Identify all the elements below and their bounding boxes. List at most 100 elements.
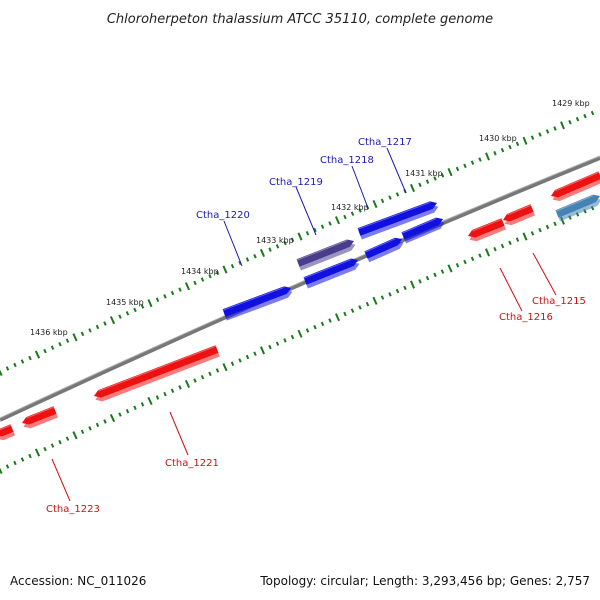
inner-tick-28	[208, 371, 212, 377]
inner-tick-63	[470, 256, 475, 262]
gene-reverse-left[interactable]	[0, 424, 16, 442]
gene-label-ctha-1221[interactable]: Ctha_1221	[165, 458, 219, 469]
outer-tick-75	[560, 121, 565, 130]
gene-alt-right[interactable]	[555, 192, 600, 222]
outer-tick-28	[208, 273, 212, 279]
topology-summary: Topology: circular; Length: 3,293,456 bp…	[260, 574, 590, 588]
outer-tick-45	[334, 216, 341, 225]
gene-ctha-1221[interactable]	[93, 345, 220, 403]
genome-backbone	[0, 156, 600, 422]
inner-tick-16	[118, 412, 122, 417]
outer-tick-33	[245, 257, 250, 262]
inner-tick-64	[478, 253, 482, 258]
gene-label-ctha-1219[interactable]: Ctha_1219	[269, 177, 323, 188]
inner-tick-2	[13, 460, 17, 466]
outer-tick-43	[320, 224, 325, 229]
outer-tick-53	[395, 192, 400, 197]
outer-tick-50	[372, 199, 378, 209]
gene-ctha-1217[interactable]	[357, 199, 440, 240]
inner-tick-45	[334, 313, 341, 322]
inner-tick-24	[178, 385, 182, 390]
outer-tick-70	[522, 136, 528, 145]
inner-tick-65	[484, 248, 491, 257]
inner-tick-38	[283, 338, 287, 343]
inner-tick-67	[500, 243, 505, 249]
outer-tick-78	[583, 113, 587, 119]
outer-tick-27	[200, 277, 205, 282]
inner-tick-44	[328, 318, 332, 323]
outer-tick-10	[72, 333, 78, 342]
kbp-label-1429: 1429 kbp	[552, 99, 590, 108]
kbp-label-1435: 1435 kbp	[106, 298, 144, 307]
inner-tick-39	[290, 334, 295, 340]
inner-tick-23	[170, 388, 175, 393]
gene-ctha-1215[interactable]	[501, 204, 536, 227]
outer-tick-11	[80, 331, 85, 337]
outer-tick-74	[553, 126, 557, 131]
inner-tick-9	[65, 436, 70, 441]
inner-tick-55	[409, 280, 416, 289]
inner-tick-51	[380, 295, 385, 300]
gene-ctha-1216[interactable]	[467, 218, 506, 243]
inner-tick-37	[275, 341, 280, 346]
inner-tick-5	[34, 448, 41, 457]
map-title: Chloroherpeton thalassium ATCC 35110, co…	[107, 12, 493, 27]
gene-label-ctha-1217[interactable]: Ctha_1217	[358, 137, 412, 148]
outer-tick-77	[575, 116, 580, 122]
outer-tick-16	[118, 314, 122, 319]
gene-label-ctha-1216[interactable]: Ctha_1216	[499, 312, 553, 323]
inner-tick-3	[20, 457, 25, 462]
gene-label-ctha-1218[interactable]: Ctha_1218	[320, 155, 374, 166]
gene-ctha-1220[interactable]	[222, 284, 294, 321]
gene-label-ctha-1220[interactable]: Ctha_1220	[196, 210, 250, 221]
outer-tick-25	[184, 282, 191, 291]
accession-text: Accession: NC_011026	[10, 574, 147, 588]
outer-tick-24	[178, 287, 182, 292]
inner-tick-30	[222, 363, 228, 372]
inner-tick-47	[350, 308, 355, 313]
outer-tick-3	[20, 359, 25, 364]
outer-tick-6	[43, 348, 47, 354]
inner-tick-71	[530, 231, 535, 236]
outer-tick-67	[500, 147, 505, 153]
gene-label-ctha-1215[interactable]: Ctha_1215	[532, 296, 586, 307]
outer-tick-9	[65, 338, 70, 343]
outer-tick-35	[259, 248, 266, 258]
inner-tick-22	[163, 391, 167, 397]
inner-tick-61	[455, 263, 460, 268]
gene-ctha-1219-b[interactable]	[303, 256, 361, 289]
gene-ctha-1218-b[interactable]	[364, 235, 405, 263]
inner-tick-27	[200, 374, 205, 380]
gene-ctha-1219[interactable]	[296, 237, 357, 271]
inner-tick-29	[215, 368, 220, 373]
inner-tick-41	[305, 328, 310, 333]
outer-tick-60	[447, 168, 453, 177]
outer-tick-47	[350, 211, 355, 216]
inner-tick-0	[0, 467, 3, 475]
outer-tick-44	[328, 221, 332, 226]
kbp-label-1433: 1433 kbp	[256, 236, 294, 245]
gene-label-ctha-1223[interactable]: Ctha_1223	[46, 504, 100, 515]
outer-tick-29	[215, 270, 220, 276]
outer-tick-21	[155, 297, 160, 302]
outer-tick-8	[58, 341, 62, 347]
inner-tick-68	[508, 240, 512, 246]
inner-tick-42	[313, 324, 317, 330]
inner-tick-53	[395, 288, 400, 294]
outer-tick-32	[238, 260, 242, 266]
gene-ctha-1218-a[interactable]	[401, 215, 446, 244]
gene-reverse-right[interactable]	[549, 171, 600, 203]
kbp-label-1432: 1432 kbp	[331, 203, 369, 212]
inner-tick-25	[184, 379, 191, 389]
inner-tick-19	[140, 402, 145, 407]
inner-tick-33	[245, 354, 250, 360]
inner-tick-48	[358, 305, 362, 310]
inner-tick-14	[103, 419, 107, 424]
inner-tick-49	[365, 301, 370, 307]
inner-tick-15	[109, 413, 116, 423]
inner-tick-13	[95, 422, 100, 428]
inner-tick-73	[545, 224, 550, 230]
gene-ctha-1223[interactable]	[21, 406, 58, 430]
outer-tick-46	[343, 214, 347, 220]
outer-tick-38	[283, 240, 287, 246]
